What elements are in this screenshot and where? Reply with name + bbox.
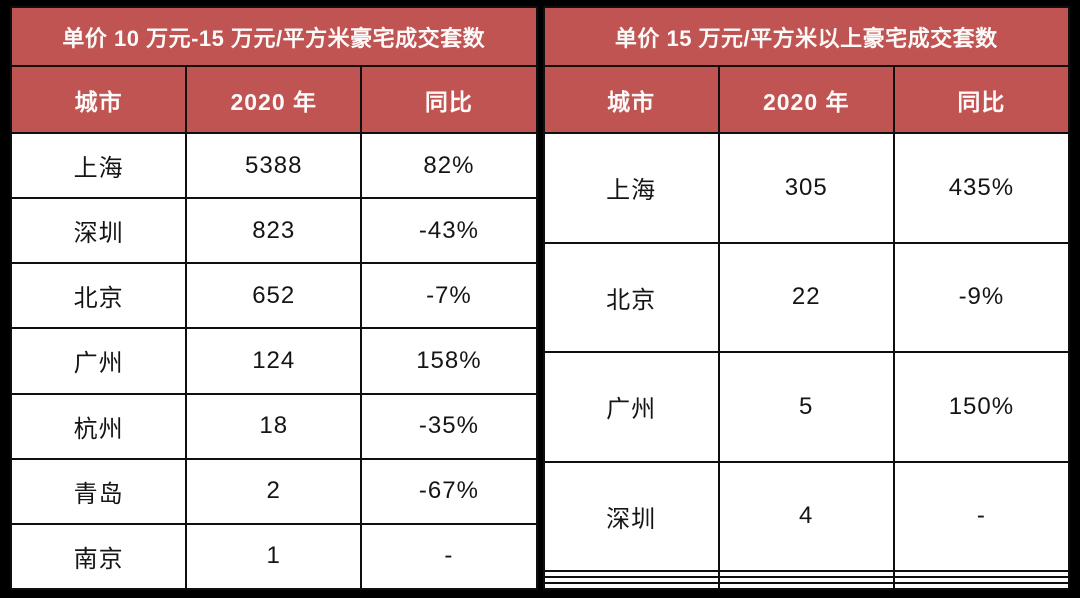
cell-yoy-change: -67% (360, 457, 538, 525)
cell-yoy-change: 158% (360, 327, 538, 395)
table-price-above-15: 单价 15 万元/平方米以上豪宅成交套数 城市 2020 年 同比 上海 305… (542, 6, 1071, 590)
cell-city: 北京 (9, 262, 188, 330)
cell-city: 杭州 (9, 392, 188, 460)
cell-city: 广州 (9, 327, 188, 395)
cell-yoy-change: 150% (892, 351, 1071, 463)
table-title-row: 单价 10 万元-15 万元/平方米豪宅成交套数 (10, 6, 538, 67)
table-row: 青岛 2 -67% (9, 457, 538, 525)
cell-units-2020: 5388 (185, 131, 363, 200)
cell-city: 上海 (9, 131, 188, 200)
table-price-10-15-grid: 单价 10 万元-15 万元/平方米豪宅成交套数 城市 2020 年 同比 上海… (9, 6, 538, 591)
table-row: 广州 124 158% (9, 327, 538, 395)
column-header-year-2020: 2020 年 (717, 65, 895, 134)
cell-yoy-change: -35% (360, 392, 538, 460)
table-title: 单价 10 万元-15 万元/平方米豪宅成交套数 (10, 6, 538, 67)
column-header-yoy: 同比 (360, 65, 538, 134)
table-price-10-15: 单价 10 万元-15 万元/平方米豪宅成交套数 城市 2020 年 同比 上海… (9, 6, 538, 591)
cell-units-2020: 4 (717, 460, 895, 573)
table-row: 上海 305 435% (542, 132, 1071, 244)
cell-units-2020 (717, 582, 895, 590)
cell-units-2020: 5 (717, 351, 895, 463)
table-row: 深圳 823 -43% (9, 197, 538, 265)
cell-units-2020: 1 (185, 522, 363, 591)
table-row: 深圳 4 - (542, 460, 1071, 573)
cell-units-2020: 2 (185, 457, 363, 525)
cell-yoy-change: - (360, 522, 538, 591)
cell-yoy-change: 435% (892, 132, 1071, 244)
table-row (542, 576, 1071, 585)
cell-city: 深圳 (9, 197, 188, 265)
table-row: 杭州 18 -35% (9, 392, 538, 460)
cell-yoy-change: -43% (360, 197, 538, 265)
cell-units-2020: 18 (185, 392, 363, 460)
table-row: 北京 652 -7% (9, 262, 538, 330)
column-header-city: 城市 (542, 65, 720, 134)
cell-yoy-change (892, 570, 1071, 579)
table-row: 北京 22 -9% (542, 241, 1071, 354)
table-title-row: 单价 15 万元/平方米以上豪宅成交套数 (542, 6, 1070, 67)
table-row: 上海 5388 82% (9, 131, 538, 200)
cell-yoy-change: 82% (360, 131, 538, 200)
cell-yoy-change: -7% (360, 262, 538, 330)
cell-city (542, 576, 720, 585)
table-price-above-15-grid: 单价 15 万元/平方米以上豪宅成交套数 城市 2020 年 同比 上海 305… (542, 6, 1071, 590)
cell-city: 深圳 (542, 460, 720, 573)
table-body: 上海 5388 82% 深圳 823 -43% 北京 652 -7% 广州 12… (9, 131, 538, 591)
table-title: 单价 15 万元/平方米以上豪宅成交套数 (542, 6, 1070, 67)
table-row (542, 582, 1071, 590)
cell-city (542, 582, 720, 590)
cell-units-2020 (717, 570, 895, 579)
cell-units-2020: 22 (717, 241, 895, 354)
cell-city: 上海 (542, 132, 720, 244)
cell-units-2020: 652 (185, 262, 363, 330)
column-header-yoy: 同比 (892, 65, 1071, 134)
column-header-year-2020: 2020 年 (185, 65, 363, 134)
cell-city: 南京 (9, 522, 188, 591)
cell-units-2020: 305 (717, 132, 895, 244)
cell-units-2020: 124 (185, 327, 363, 395)
table-body: 上海 305 435% 北京 22 -9% 广州 5 150% 深圳 4 - (542, 132, 1071, 590)
cell-yoy-change (892, 576, 1071, 585)
column-header-city: 城市 (9, 65, 188, 134)
cell-city (542, 570, 720, 579)
table-row: 南京 1 - (9, 522, 538, 591)
table-row (542, 570, 1071, 579)
table-row: 广州 5 150% (542, 351, 1071, 463)
cell-yoy-change (892, 582, 1071, 590)
cell-yoy-change: - (892, 460, 1071, 573)
table-column-header-row: 城市 2020 年 同比 (9, 65, 538, 134)
cell-city: 广州 (542, 351, 720, 463)
cell-units-2020 (717, 576, 895, 585)
cell-city: 北京 (542, 241, 720, 354)
table-column-header-row: 城市 2020 年 同比 (542, 65, 1071, 134)
cell-city: 青岛 (9, 457, 188, 525)
cell-yoy-change: -9% (892, 241, 1071, 354)
cell-units-2020: 823 (185, 197, 363, 265)
